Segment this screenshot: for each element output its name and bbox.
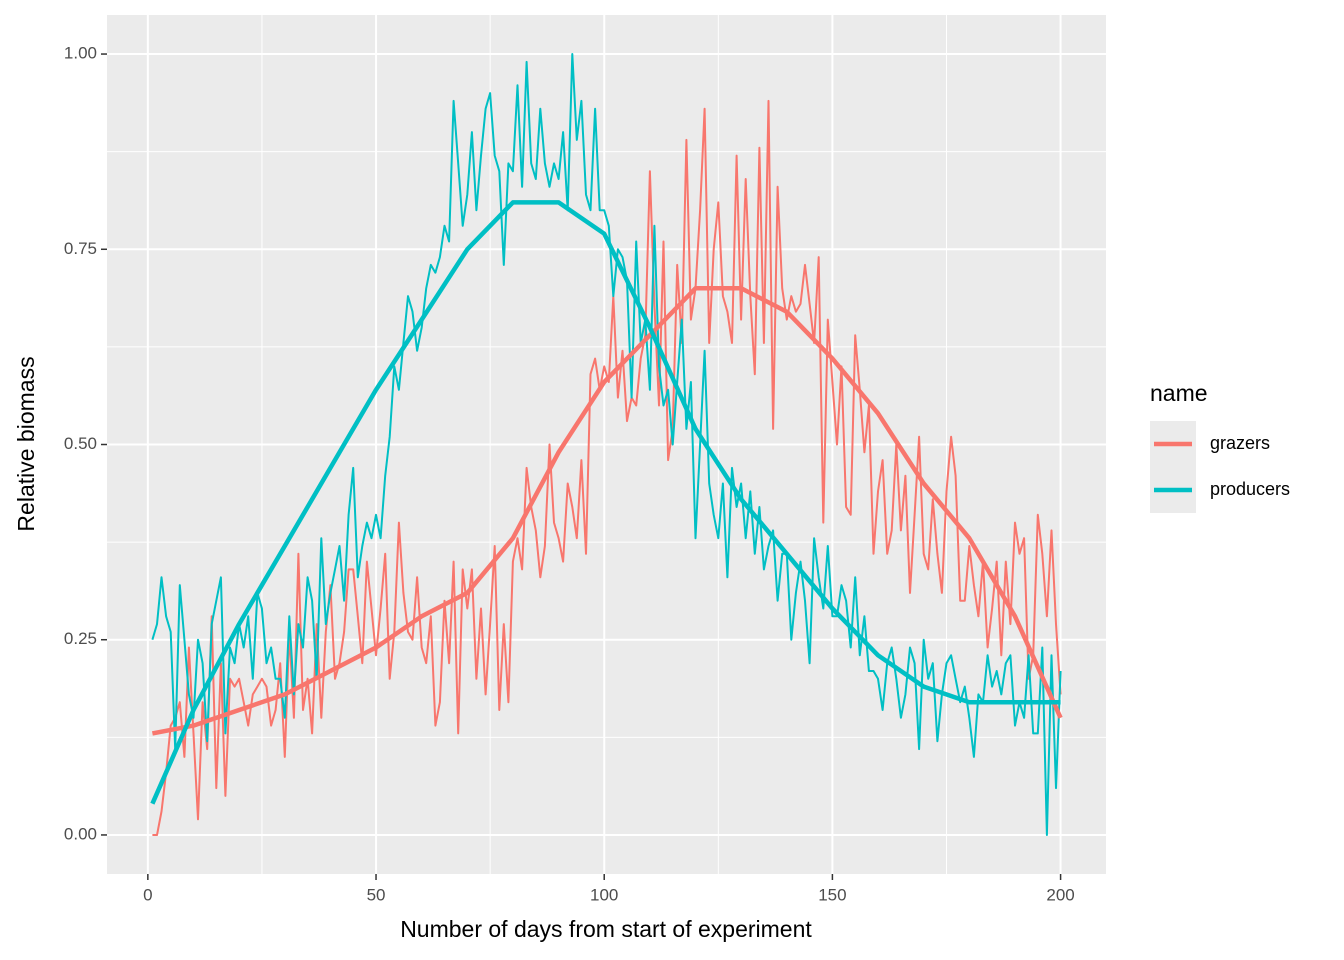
legend-label: grazers [1210, 433, 1270, 453]
series-line [151, 53, 1062, 836]
x-tick-label: 150 [818, 885, 846, 904]
smooth-line [150, 200, 1061, 805]
legend-title: name [1150, 380, 1208, 406]
y-tick-label: 1.00 [64, 44, 97, 63]
x-axis-title: Number of days from start of experiment [400, 916, 812, 942]
y-tick-label: 0.75 [64, 239, 97, 258]
legend-label: producers [1210, 479, 1290, 499]
y-tick-label: 0.25 [64, 629, 97, 648]
series-line [152, 99, 1062, 836]
x-tick-label: 100 [590, 885, 618, 904]
y-tick-label: 0.50 [64, 434, 97, 453]
x-tick-label: 200 [1046, 885, 1074, 904]
x-tick-label: 0 [143, 885, 152, 904]
y-axis-title: Relative biomass [13, 356, 39, 531]
x-tick-label: 50 [367, 885, 386, 904]
y-tick-label: 0.00 [64, 824, 97, 843]
smooth-line [151, 286, 1063, 736]
